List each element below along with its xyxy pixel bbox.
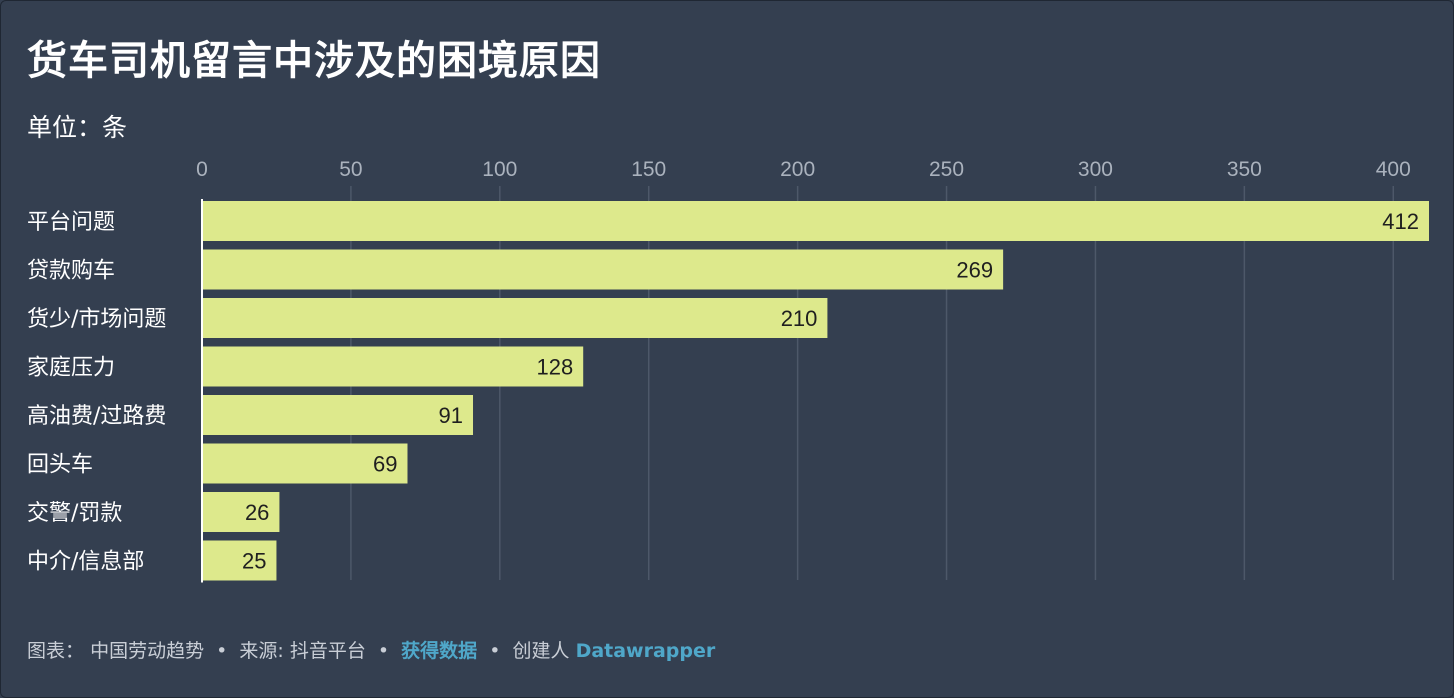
bar bbox=[202, 249, 1004, 290]
data-label: 26 bbox=[245, 500, 269, 525]
bar bbox=[202, 201, 1429, 241]
footer-separator: • bbox=[377, 640, 390, 662]
footer-source-prefix: 来源: bbox=[239, 640, 284, 662]
x-tick-label: 300 bbox=[1078, 158, 1113, 181]
bar bbox=[202, 395, 474, 435]
chart-subtitle: 单位：条 bbox=[27, 113, 128, 142]
x-tick-label: 150 bbox=[631, 158, 666, 181]
data-label: 69 bbox=[373, 452, 397, 477]
bar bbox=[202, 298, 828, 338]
footer-separator: • bbox=[216, 640, 228, 662]
category-label: 回头车 bbox=[27, 453, 93, 478]
category-label: 中介/信息部 bbox=[27, 550, 144, 575]
data-label: 269 bbox=[956, 258, 993, 283]
data-label: 128 bbox=[536, 355, 573, 380]
category-label: 平台问题 bbox=[27, 210, 115, 235]
footer-source-name: 抖音平台 bbox=[289, 640, 366, 662]
x-tick-label: 50 bbox=[339, 158, 362, 181]
chart-footer: 图表： 中国劳动趋势 • 来源: 抖音平台 • 获得数据 • 创建人 Dataw… bbox=[27, 636, 715, 663]
data-label: 25 bbox=[242, 549, 266, 574]
get-data-link[interactable]: 获得数据 bbox=[401, 640, 478, 662]
x-tick-label: 250 bbox=[929, 158, 964, 181]
category-label: 交警/罚款 bbox=[27, 501, 122, 526]
datawrapper-link[interactable]: Datawrapper bbox=[575, 640, 716, 662]
x-tick-label: 400 bbox=[1376, 158, 1411, 181]
category-label: 高油费/过路费 bbox=[27, 404, 166, 429]
category-label: 贷款购车 bbox=[27, 259, 115, 284]
x-tick-label: 100 bbox=[482, 158, 517, 181]
x-tick-label: 350 bbox=[1227, 158, 1262, 181]
data-label: 412 bbox=[1382, 209, 1419, 234]
bar bbox=[202, 492, 280, 532]
x-tick-label: 0 bbox=[196, 158, 208, 181]
data-label: 91 bbox=[439, 403, 463, 428]
footer-created-prefix: 创建人 bbox=[512, 640, 570, 662]
bar-chart: 0 50 100 150 200 250 300 350 400 平台问题 412 贷款购车 269 货少… bbox=[27, 158, 1429, 583]
category-label: 货少/市场问题 bbox=[27, 307, 166, 332]
bar bbox=[202, 443, 408, 484]
category-label: 家庭压力 bbox=[27, 356, 115, 381]
bar bbox=[202, 540, 277, 581]
x-tick-label: 200 bbox=[780, 158, 815, 181]
chart-title: 货车司机留言中涉及的困境原因 bbox=[27, 38, 601, 84]
footer-separator: • bbox=[489, 640, 501, 662]
footer-chart-prefix: 图表： bbox=[27, 640, 85, 662]
footer-chart-author: 中国劳动趋势 bbox=[90, 640, 205, 662]
data-label: 210 bbox=[781, 306, 818, 331]
bar bbox=[202, 346, 584, 387]
